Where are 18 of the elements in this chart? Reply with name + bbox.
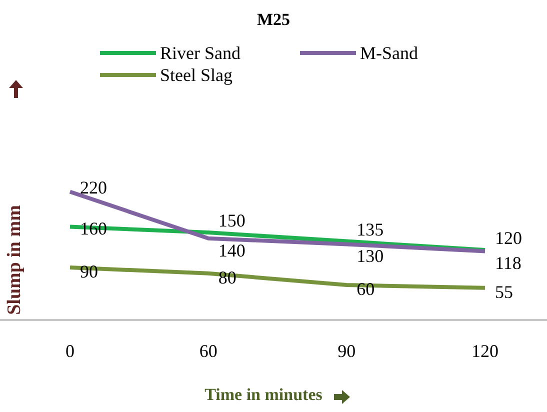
legend-label: Steel Slag	[160, 64, 232, 86]
x-tick-label: 0	[66, 340, 74, 361]
data-label: 220	[80, 178, 107, 198]
data-label: 118	[495, 253, 522, 274]
data-label: 120	[495, 228, 522, 248]
legend-label: River Sand	[160, 42, 240, 64]
data-label: 135	[356, 219, 384, 240]
x-axis-title: Time in minutes	[204, 385, 324, 405]
data-label: 130	[356, 246, 384, 266]
data-label: 150	[218, 210, 246, 231]
x-tick-label: 60	[199, 340, 218, 361]
chart-title: M25	[256, 10, 292, 30]
x-tick-label: 120	[472, 340, 498, 361]
y-axis-title: Slump in mm	[4, 205, 26, 315]
data-label: 55	[495, 282, 513, 302]
x-tick-label: 90	[338, 340, 356, 361]
data-label: 140	[218, 240, 246, 260]
legend-label: M-Sand	[360, 42, 418, 64]
